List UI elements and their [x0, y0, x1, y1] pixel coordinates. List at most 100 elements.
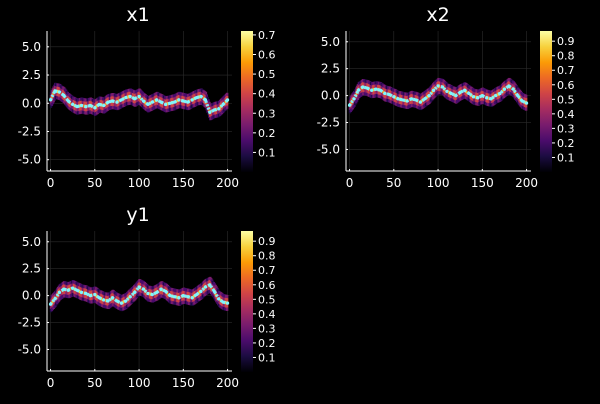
heatmap-cell: [225, 294, 229, 299]
data-point: [48, 98, 53, 102]
data-point: [511, 87, 515, 91]
heatmap-cell: [225, 307, 229, 311]
heatmap-cell: [524, 104, 528, 108]
data-point: [97, 102, 101, 106]
data-point: [141, 99, 146, 103]
data-point: [102, 298, 106, 302]
data-point: [177, 296, 181, 300]
data-point: [164, 289, 168, 293]
x-tick-label: 50: [87, 376, 102, 390]
heatmap-cell: [354, 101, 357, 106]
data-point: [75, 288, 79, 292]
data-point: [133, 97, 137, 101]
data-point: [93, 292, 97, 297]
y-tick-label: 0.0: [22, 289, 41, 303]
data-point: [493, 94, 498, 98]
data-point: [181, 99, 185, 103]
heatmap-cell: [356, 96, 360, 100]
heatmap-cell: [50, 102, 54, 107]
data-point: [489, 97, 493, 101]
colorbar: [241, 231, 253, 372]
heatmap-cell: [355, 98, 359, 102]
colorbar-tick-label: 0.6: [258, 49, 276, 62]
data-point: [445, 89, 449, 93]
data-point: [432, 88, 436, 92]
data-point: [221, 300, 225, 304]
data-point: [93, 106, 97, 110]
data-point: [405, 99, 409, 103]
data-point: [150, 292, 154, 297]
data-point: [88, 294, 92, 298]
colorbar-tick-label: 0.2: [557, 137, 575, 150]
data-point: [186, 295, 190, 299]
y-tick-label: -5.0: [18, 153, 41, 167]
data-point: [524, 101, 529, 105]
data-point: [71, 286, 75, 290]
heatmap-cell: [225, 92, 229, 96]
data-point: [137, 94, 141, 99]
data-point: [177, 98, 181, 102]
heatmap-cell: [208, 101, 211, 106]
data-point: [212, 108, 216, 112]
data-point: [516, 94, 520, 98]
colorbar-tick-label: 0.3: [557, 122, 575, 135]
x-tick-label: 150: [471, 176, 494, 190]
colorbar-tick-label: 0.1: [258, 146, 276, 159]
data-point: [485, 96, 489, 100]
data-point: [172, 295, 177, 299]
heatmap-cell: [206, 96, 209, 101]
data-point: [119, 301, 123, 305]
colorbar-tick-label: 0.7: [258, 29, 276, 42]
colorbar-tick-label: 0.8: [258, 250, 276, 263]
data-point: [124, 299, 128, 303]
data-point: [186, 100, 190, 104]
y-tick-label: 0.0: [321, 89, 340, 103]
heatmap-cell: [354, 100, 358, 104]
data-point: [401, 98, 405, 102]
data-point: [62, 287, 66, 291]
heatmap-cell: [524, 97, 528, 102]
heatmap-cell: [53, 97, 56, 101]
data-point: [414, 98, 418, 102]
data-point: [88, 103, 92, 108]
data-point: [124, 96, 128, 100]
data-point: [449, 91, 453, 96]
data-point: [352, 97, 356, 101]
data-point: [208, 110, 212, 114]
colorbar-tick-label: 0.3: [258, 107, 276, 120]
heatmap-cell: [51, 101, 54, 105]
data-point: [150, 100, 154, 104]
subplot-title: y1: [126, 204, 149, 226]
colorbar-tick-label: 0.1: [557, 151, 575, 164]
data-point: [378, 88, 383, 92]
y-tick-label: -5.0: [18, 342, 41, 356]
data-point: [208, 283, 212, 287]
data-point: [502, 87, 507, 91]
colorbar-tick-label: 0.6: [557, 79, 575, 92]
data-point: [75, 105, 79, 109]
colorbar-tick-label: 0.4: [258, 308, 276, 321]
subplot-title: x1: [126, 4, 149, 26]
data-point: [106, 299, 110, 303]
data-point: [365, 86, 369, 90]
data-point: [194, 96, 199, 100]
data-point: [418, 100, 422, 104]
data-point: [225, 98, 230, 102]
data-point: [53, 89, 57, 93]
colorbar: [540, 31, 552, 172]
data-point: [347, 103, 352, 107]
x-tick-label: 0: [47, 176, 55, 190]
heatmap-cell: [524, 94, 528, 98]
data-point: [356, 88, 360, 92]
x-tick-label: 150: [172, 376, 195, 390]
data-point: [137, 285, 141, 289]
colorbar-tick-label: 0.1: [258, 351, 276, 364]
heatmap-cell: [225, 304, 229, 308]
y-tick-label: -2.5: [317, 116, 340, 130]
data-point: [409, 97, 414, 101]
x-tick-label: 100: [427, 176, 450, 190]
heatmap-cell: [52, 99, 55, 103]
data-point: [199, 94, 203, 99]
data-point: [141, 287, 146, 291]
